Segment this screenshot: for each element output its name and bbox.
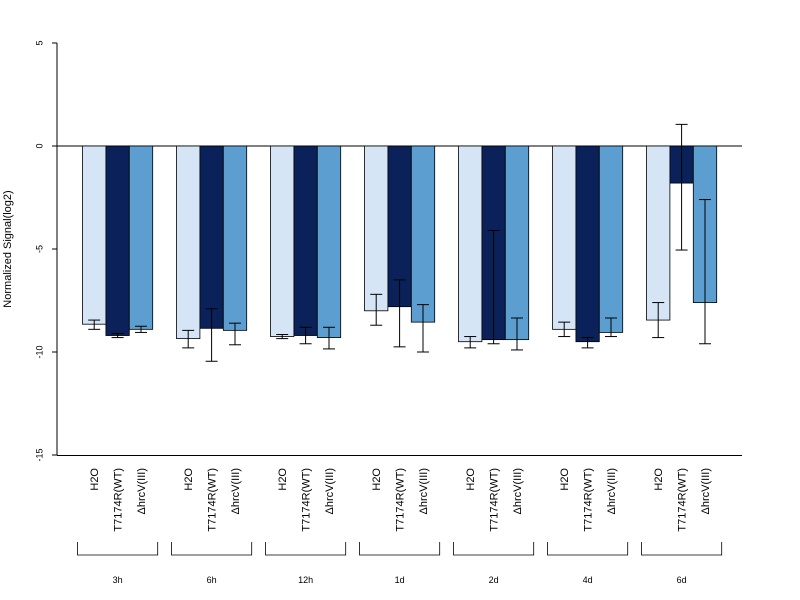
x-tick-label: ΔhrcV(III): [606, 468, 618, 514]
x-tick-label: H2O: [183, 468, 195, 491]
bar: [199, 145, 224, 329]
group-label: 3h: [113, 575, 123, 585]
x-tick-label: H2O: [277, 468, 289, 491]
bar: [364, 145, 389, 312]
group-label: 12h: [298, 575, 313, 585]
bar: [82, 145, 107, 325]
x-tick-label: H2O: [371, 468, 383, 491]
group-bracket: [453, 542, 535, 556]
bar: [293, 145, 318, 336]
group-bracket: [171, 542, 253, 556]
group-label: 2d: [489, 575, 499, 585]
error-bars-layer: [88, 123, 711, 362]
x-tick-label: ΔhrcV(III): [418, 468, 430, 514]
group-bracket: [77, 542, 159, 556]
y-axis-label: Normalized Signal(log2): [2, 190, 14, 307]
group-label: 6h: [207, 575, 217, 585]
bar: [646, 145, 671, 321]
group-bracket: [547, 542, 629, 556]
x-tick-labels: H2O T7174R(WT) ΔhrcV(III) H2O T7174R(WT) Δhrc…: [89, 468, 712, 532]
y-tick-label: 0: [34, 143, 44, 148]
x-tick-label: T7174R(WT): [583, 468, 595, 532]
bar: [504, 145, 530, 341]
bar: [316, 145, 342, 338]
bar: [410, 145, 436, 323]
x-tick-label: T7174R(WT): [395, 468, 407, 532]
x-tick-label: ΔhrcV(III): [512, 468, 524, 514]
group-label: 1d: [395, 575, 405, 585]
group-brackets: 3h 6h 12h 1d 2d 4d 6d: [77, 542, 723, 585]
y-axis: 5 0 -5 -10 -15: [34, 40, 58, 462]
y-tick-label: 5: [34, 40, 44, 45]
group-label: 6d: [677, 575, 687, 585]
x-tick-label: ΔhrcV(III): [700, 468, 712, 514]
y-tick-label: -10: [34, 345, 44, 358]
x-tick-label: ΔhrcV(III): [230, 468, 242, 514]
bar: [552, 145, 577, 330]
x-tick-label: T7174R(WT): [113, 468, 125, 532]
y-tick-label: -5: [34, 245, 44, 253]
bar: [458, 145, 483, 343]
x-tick-label: H2O: [653, 468, 665, 491]
x-tick-label: T7174R(WT): [677, 468, 689, 532]
group-label: 4d: [583, 575, 593, 585]
x-tick-label: H2O: [465, 468, 477, 491]
x-tick-label: ΔhrcV(III): [136, 468, 148, 514]
bar: [270, 145, 295, 337]
group-bracket: [265, 542, 347, 556]
x-tick-label: T7174R(WT): [489, 468, 501, 532]
x-tick-label: T7174R(WT): [301, 468, 313, 532]
bar: [598, 145, 624, 333]
x-tick-label: H2O: [559, 468, 571, 491]
bar: [128, 145, 154, 330]
group-bracket: [359, 542, 441, 556]
y-tick-label: -15: [34, 448, 44, 461]
x-tick-label: ΔhrcV(III): [324, 468, 336, 514]
x-tick-label: H2O: [89, 468, 101, 491]
group-bracket: [641, 542, 723, 556]
bar: [105, 145, 130, 336]
bar: [222, 145, 248, 331]
x-tick-label: T7174R(WT): [207, 468, 219, 532]
bar: [575, 145, 600, 343]
bar: [176, 145, 201, 340]
